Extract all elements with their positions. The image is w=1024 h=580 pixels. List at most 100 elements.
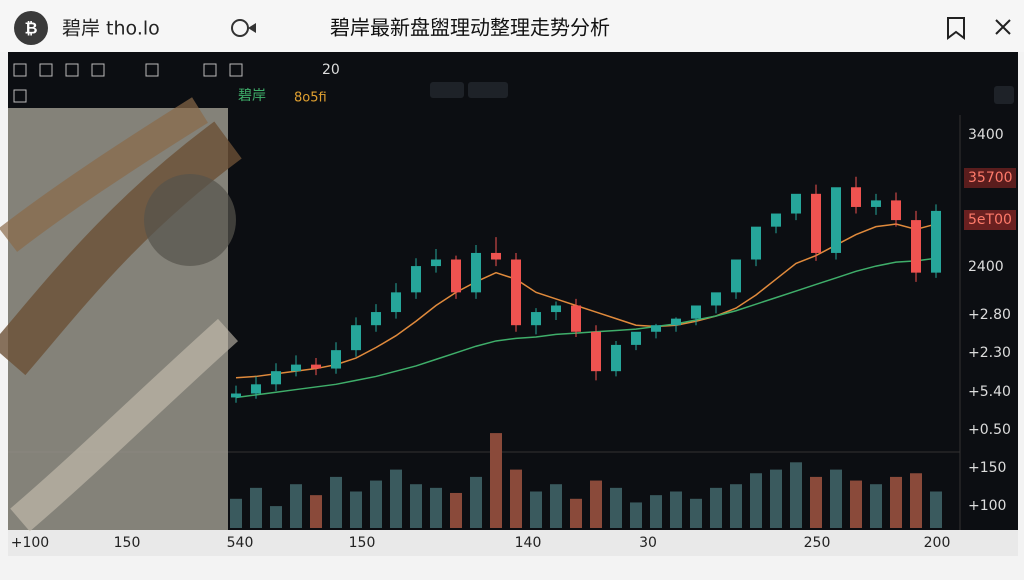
tool-button[interactable] [39, 63, 53, 77]
x-label: 150 [349, 535, 376, 551]
candle-body [391, 292, 401, 313]
x-label: 540 [227, 535, 254, 551]
volume-bar [650, 495, 662, 528]
candle-body [811, 193, 821, 253]
volume-bar [730, 484, 742, 528]
price-label: 5eT00 [968, 212, 1012, 228]
volume-bar [750, 473, 762, 528]
volume-bar [230, 498, 242, 528]
candle-body [711, 292, 721, 306]
volume-bar [890, 476, 902, 528]
tool-button[interactable] [13, 63, 27, 77]
candle-body [871, 200, 881, 207]
volume-bar [350, 491, 362, 528]
volume-bar [690, 498, 702, 528]
candle-body [731, 259, 741, 293]
candle-body [571, 305, 581, 332]
candle-body [451, 259, 461, 293]
price-label: +2.30 [968, 345, 1011, 361]
candle-body [271, 371, 281, 385]
volume-bar [390, 469, 402, 528]
volume-bar [610, 487, 622, 528]
x-label: 140 [515, 535, 542, 551]
candle-body [231, 393, 241, 398]
app-name: 碧岸 tho.lo [62, 18, 160, 40]
app-icon-glyph: ₿ [24, 19, 37, 38]
header-bar [0, 0, 1024, 52]
sync-icon[interactable] [231, 19, 256, 37]
volume-bar [710, 487, 722, 528]
moving-average [235, 223, 937, 379]
close-button[interactable] [995, 19, 1011, 35]
volume-bar [270, 506, 282, 528]
volume-bar [770, 469, 782, 528]
candle-body [411, 266, 421, 293]
tool-dropdown[interactable] [468, 82, 508, 98]
volume-bar [530, 491, 542, 528]
bookmark-button[interactable] [947, 17, 965, 40]
candle-body [771, 213, 781, 227]
price-label: 35700 [968, 170, 1013, 186]
volume-bar [590, 480, 602, 528]
x-label: 150 [114, 535, 141, 551]
thumbnail-overlay [0, 97, 242, 532]
volume-bar [670, 491, 682, 528]
volume-bar [450, 492, 462, 528]
volume-bar [490, 433, 502, 528]
price-tag [964, 210, 1016, 230]
candle-body [611, 344, 621, 372]
candle-body [671, 318, 681, 326]
legend-name: 碧岸 [238, 88, 266, 104]
volume-bar [870, 484, 882, 528]
candle-body [251, 384, 261, 394]
tool-button[interactable] [145, 63, 159, 77]
volume-bar [430, 487, 442, 528]
price-label: 3400 [968, 127, 1004, 143]
candle-body [431, 259, 441, 267]
volume-bar [830, 469, 842, 528]
x-label: 30 [639, 535, 657, 551]
toolbar [13, 63, 1014, 104]
tool-button[interactable] [13, 89, 27, 103]
candle-body [291, 364, 301, 372]
x-label: +100 [11, 535, 49, 551]
volume-bar [810, 476, 822, 528]
candle-body [751, 226, 761, 260]
app-icon[interactable] [14, 11, 48, 45]
tool-button[interactable] [203, 63, 217, 77]
moving-average [235, 257, 937, 399]
candle-body [891, 200, 901, 221]
candle-body [651, 325, 661, 332]
plot-area: 3400 35700 5eT00 2400 +2.80 +2.30 +5.40 +0.50 +1… [8, 115, 1016, 530]
x-label: 200 [924, 535, 951, 551]
candle-body [531, 312, 541, 326]
volume-bar [850, 480, 862, 528]
tool-button[interactable] [65, 63, 79, 77]
volume-bar [570, 498, 582, 528]
price-label: +0.50 [968, 422, 1011, 438]
overlay-shape [10, 318, 239, 532]
candle-body [551, 305, 561, 313]
candle-body [471, 252, 481, 293]
overlay-shape [0, 121, 242, 376]
candle-body [331, 350, 341, 369]
overlay-shape [0, 97, 208, 252]
settings-button[interactable] [994, 86, 1014, 104]
tool-button[interactable] [91, 63, 105, 77]
volume-label: +150 [968, 460, 1006, 476]
volume-bar [470, 476, 482, 528]
interval-label[interactable]: 20 [322, 62, 340, 78]
candle-body [491, 252, 501, 260]
x-axis-strip [8, 530, 1018, 556]
volume-bar [370, 480, 382, 528]
volume-bar [250, 487, 262, 528]
candle-body [851, 187, 861, 207]
candle-body [311, 364, 321, 369]
tool-dropdown[interactable] [430, 82, 464, 98]
candle-body [511, 259, 521, 326]
price-label: 2400 [968, 259, 1004, 275]
candle-body [591, 331, 601, 372]
tool-button[interactable] [229, 63, 243, 77]
